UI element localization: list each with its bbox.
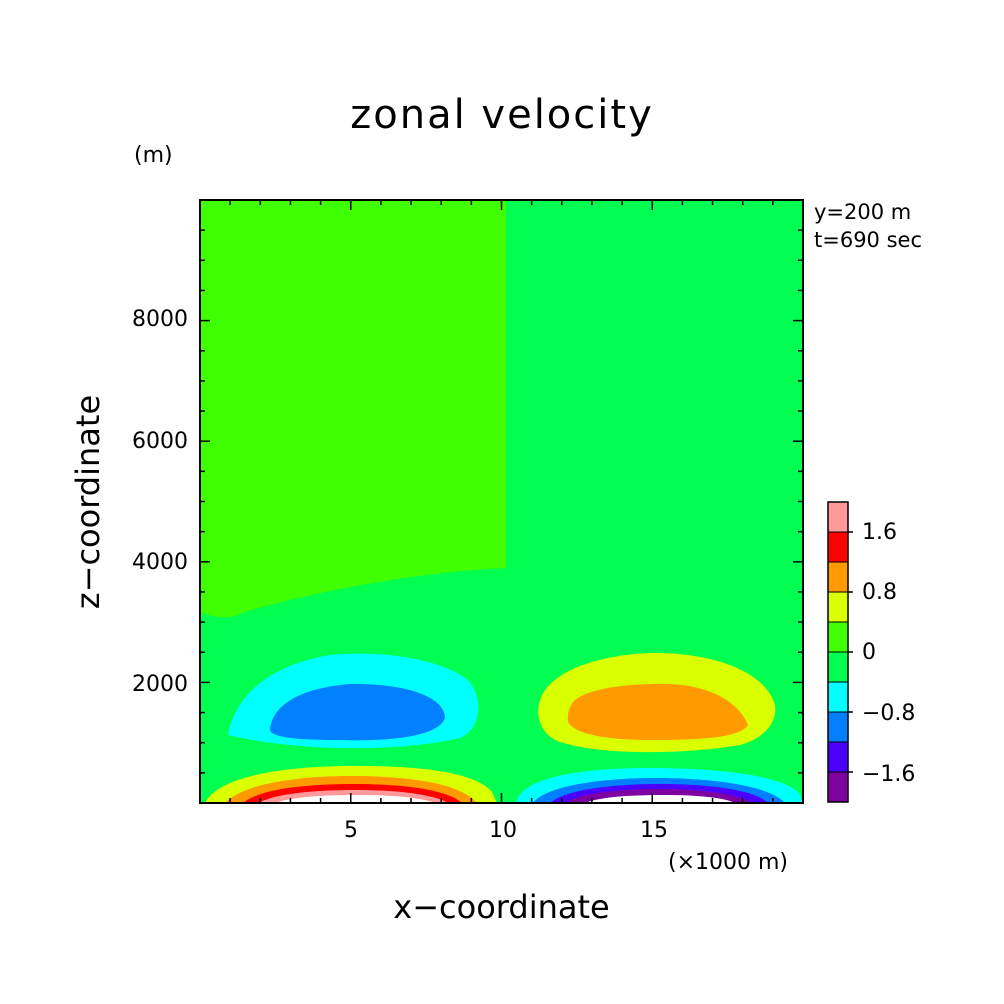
axis-ticks [200,200,803,803]
x-tick-label: 10 [489,818,517,843]
colorbar [827,501,853,803]
left-cell-negative-0.8 [270,683,445,741]
colorbar-swatch [828,742,848,772]
chart-title: zonal velocity [350,92,654,138]
colorbar-swatch [828,712,848,742]
colorbar-label: 1.6 [862,520,897,545]
y-axis-unit: (m) [134,143,173,168]
y-tick-label: 6000 [132,429,188,454]
colorbar-swatch [828,562,848,592]
colorbar-label: 0.8 [862,580,897,605]
colorbar-swatch [828,592,848,622]
colorbar-swatch [828,772,848,802]
colorbar-swatch [828,622,848,652]
colorbar-label: −1.6 [862,762,916,787]
y-tick-label: 4000 [132,550,188,575]
y-tick-label: 2000 [132,672,188,697]
annotation-y-position: y=200 m [814,200,912,224]
colorbar-swatch [828,682,848,712]
right-cell-positive-0.8 [567,683,748,740]
colorbar-label: 0 [862,640,876,665]
plot-area [200,200,803,803]
annotation-time: t=690 sec [814,228,922,252]
colorbar-label: −0.8 [862,701,916,726]
y-tick-label: 8000 [132,307,188,332]
x-axis-unit: (×1000 m) [668,850,789,875]
colorbar-swatch [828,502,848,532]
x-tick-label: 5 [344,818,358,843]
left-jet-2.0 [275,795,435,803]
x-tick-label: 15 [640,818,668,843]
x-axis-label: x−coordinate [393,888,610,926]
colorbar-swatch [828,652,848,682]
colorbar-swatch [828,532,848,562]
